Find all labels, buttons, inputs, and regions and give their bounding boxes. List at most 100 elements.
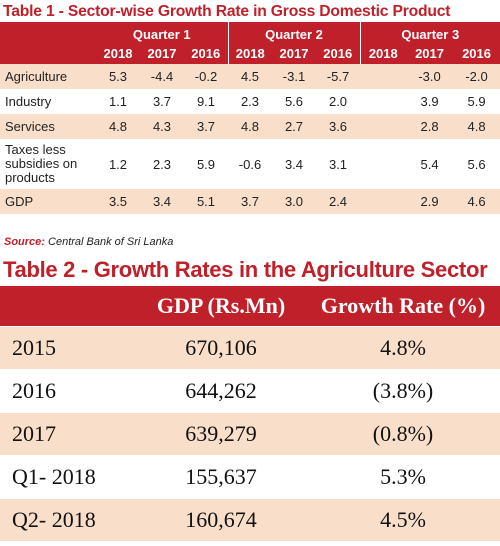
table-cell: 4.3: [140, 114, 184, 139]
table-cell: 3.0: [272, 189, 316, 214]
year-header: 2016: [184, 42, 228, 64]
year-header: 2018: [96, 42, 140, 64]
gdp-cell: 155,637: [136, 455, 306, 499]
table-row: GDP 3.5 3.4 5.1 3.7 3.0 2.4 2.9 4.6: [0, 189, 500, 214]
table-cell: 3.5: [96, 189, 140, 214]
table-row: Agriculture 5.3 -4.4 -0.2 4.5 -3.1 -5.7 …: [0, 64, 500, 89]
quarter-header: Quarter 2: [227, 22, 361, 42]
gdp-cell: 670,106: [136, 326, 306, 370]
row-label: Industry: [0, 89, 96, 114]
agriculture-growth-table: GDP (Rs.Mn) Growth Rate (%) 2015 670,106…: [0, 286, 500, 541]
quarter-header-row: Quarter 1 Quarter 2 Quarter 3: [0, 22, 500, 42]
table-cell: 4.8: [228, 114, 272, 139]
year-header-row: 2018 2017 2016 2018 2017 2016 2018 2017 …: [0, 42, 500, 64]
rate-cell: (3.8%): [306, 369, 500, 413]
column-header: [0, 286, 136, 327]
period-cell: 2016: [0, 369, 136, 413]
table-cell: [360, 139, 407, 189]
table-row: 2015 670,106 4.8%: [0, 326, 500, 370]
quarter-header: Quarter 3: [359, 22, 500, 42]
table-cell: 5.6: [272, 89, 316, 114]
corner-cell: [0, 42, 96, 64]
corner-cell: [0, 22, 96, 42]
year-header: 2017: [140, 42, 184, 64]
row-label: GDP: [0, 189, 96, 214]
year-header: 2016: [453, 42, 500, 64]
table-cell: 3.1: [316, 139, 361, 189]
source-text: Central Bank of Sri Lanka: [48, 236, 174, 248]
table-cell: 2.3: [228, 89, 272, 114]
year-header: 2017: [272, 42, 316, 64]
row-label: Services: [0, 114, 96, 139]
table2-title: Table 2 - Growth Rates in the Agricultur…: [3, 257, 488, 282]
period-cell: Q2- 2018: [0, 498, 136, 541]
table-cell: 2.8: [406, 114, 454, 139]
table-cell: -3.0: [406, 64, 454, 89]
table-cell: 2.0: [316, 89, 361, 114]
table-cell: 3.4: [272, 139, 316, 189]
table-cell: 5.6: [453, 139, 500, 189]
table-header-row: GDP (Rs.Mn) Growth Rate (%): [0, 286, 500, 327]
table-row: 2016 644,262 (3.8%): [0, 369, 500, 413]
table-row: Industry 1.1 3.7 9.1 2.3 5.6 2.0 3.9 5.9: [0, 89, 500, 114]
year-header: 2018: [359, 42, 407, 64]
table-cell: 5.9: [453, 89, 500, 114]
column-header: Growth Rate (%): [306, 286, 500, 327]
table-cell: 9.1: [184, 89, 228, 114]
table-row: 2017 639,279 (0.8%): [0, 412, 500, 456]
table-cell: 1.2: [96, 139, 140, 189]
table-cell: 5.9: [184, 139, 228, 189]
table1-title: Table 1 - Sector-wise Growth Rate in Gro…: [3, 3, 451, 20]
table-cell: 4.6: [453, 189, 500, 214]
table-cell: 5.4: [406, 139, 454, 189]
gdp-cell: 160,674: [136, 498, 306, 541]
table-cell: 1.1: [96, 89, 140, 114]
year-header: 2018: [227, 42, 272, 64]
table-cell: 4.8: [453, 114, 500, 139]
year-header: 2017: [406, 42, 454, 64]
table-cell: -0.6: [228, 139, 272, 189]
table-cell: -5.7: [316, 64, 361, 89]
table-cell: 2.9: [406, 189, 454, 214]
gdp-cell: 639,279: [136, 412, 306, 456]
table-cell: 5.3: [96, 64, 140, 89]
table-cell: 2.7: [272, 114, 316, 139]
table-row: Q1- 2018 155,637 5.3%: [0, 455, 500, 499]
rate-cell: 4.8%: [306, 326, 500, 370]
table-cell: 4.5: [228, 64, 272, 89]
table-cell: [360, 64, 407, 89]
table-cell: 3.4: [140, 189, 184, 214]
period-cell: 2015: [0, 326, 136, 370]
rate-cell: (0.8%): [306, 412, 500, 456]
table-cell: 5.1: [184, 189, 228, 214]
table-cell: -2.0: [453, 64, 500, 89]
rate-cell: 5.3%: [306, 455, 500, 499]
row-label: Taxes less subsidies on products: [0, 139, 96, 189]
source-label: Source:: [4, 236, 45, 248]
table-cell: -0.2: [184, 64, 228, 89]
gdp-cell: 644,262: [136, 369, 306, 413]
table-cell: 4.8: [96, 114, 140, 139]
table-cell: -3.1: [272, 64, 316, 89]
table-cell: 2.3: [140, 139, 184, 189]
table-cell: 3.7: [184, 114, 228, 139]
table-cell: [360, 114, 407, 139]
rate-cell: 4.5%: [306, 498, 500, 541]
table-cell: 2.4: [316, 189, 361, 214]
source-note: Source: Central Bank of Sri Lanka: [4, 234, 173, 250]
table-row: Q2- 2018 160,674 4.5%: [0, 498, 500, 541]
table-row: Taxes less subsidies on products 1.2 2.3…: [0, 139, 500, 189]
table-cell: 3.7: [140, 89, 184, 114]
row-label: Agriculture: [0, 64, 96, 89]
sector-growth-table: Quarter 1 Quarter 2 Quarter 3 2018 2017 …: [0, 22, 500, 214]
table-row: Services 4.8 4.3 3.7 4.8 2.7 3.6 2.8 4.8: [0, 114, 500, 139]
period-cell: Q1- 2018: [0, 455, 136, 499]
table-cell: 3.9: [406, 89, 454, 114]
period-cell: 2017: [0, 412, 136, 456]
column-header: GDP (Rs.Mn): [136, 286, 306, 327]
table-cell: -4.4: [140, 64, 184, 89]
table-cell: 3.6: [316, 114, 361, 139]
quarter-header: Quarter 1: [96, 22, 228, 42]
table-cell: [360, 189, 407, 214]
table-cell: [360, 89, 407, 114]
